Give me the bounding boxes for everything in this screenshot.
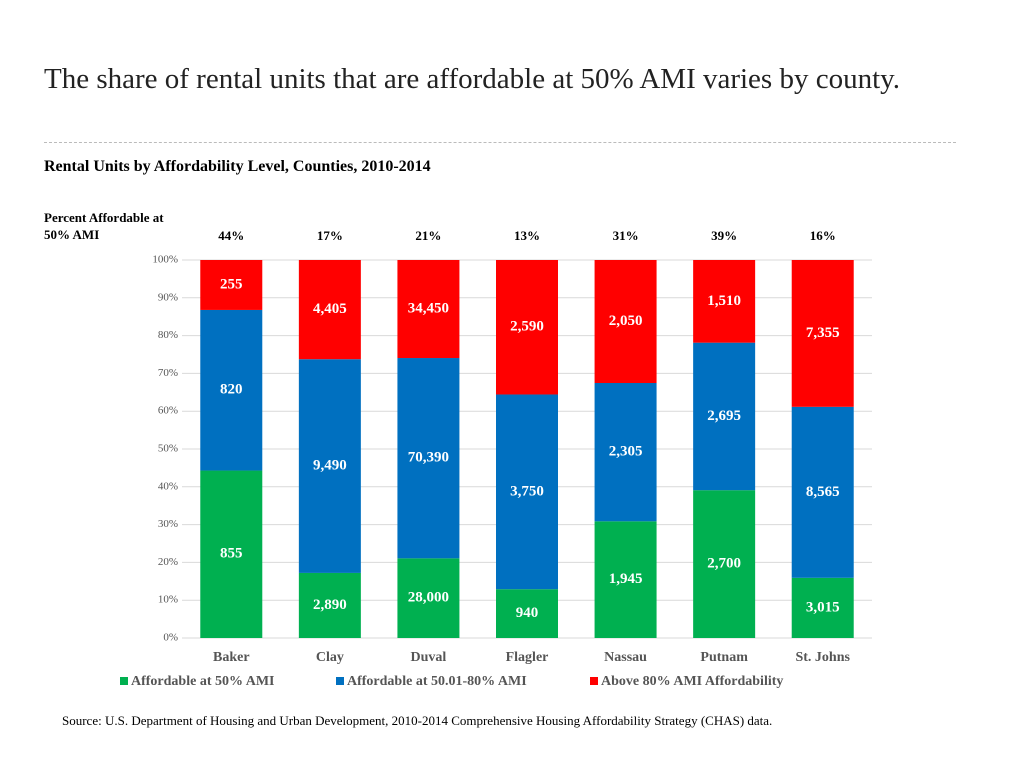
page-title: The share of rental units that are affor… (44, 63, 901, 95)
y-tick-label: 20% (158, 556, 178, 568)
bar-segment (791, 577, 854, 638)
data-label: 7,355 (806, 325, 840, 341)
data-label: 8,565 (806, 484, 840, 500)
bar-segment (397, 558, 460, 638)
y-tick-label: 50% (158, 443, 178, 455)
bar-segment (594, 521, 657, 638)
x-tick-label: St. Johns (795, 650, 850, 665)
legend-swatch (120, 677, 128, 685)
data-label: 820 (220, 382, 243, 398)
data-label: 2,695 (707, 408, 741, 424)
y-tick-label: 30% (158, 518, 178, 530)
legend-label: Affordable at 50.01-80% AMI (347, 674, 527, 689)
bar-segment (298, 260, 361, 360)
y-tick-label: 0% (163, 632, 178, 644)
y-tick-label: 10% (158, 594, 178, 606)
bar-segment (200, 470, 263, 638)
percent-label: 39% (711, 228, 737, 243)
percent-label: 16% (810, 228, 836, 243)
data-label: 4,405 (313, 301, 347, 317)
y-tick-label: 90% (158, 291, 178, 303)
data-label: 855 (220, 546, 243, 562)
bar-segment (594, 383, 657, 522)
data-label: 70,390 (408, 450, 449, 466)
y-tick-label: 70% (158, 367, 178, 379)
y-tick-label: 60% (158, 405, 178, 417)
chart: 0% 10% 20% 30% 40% 50% 60% 70% 80% 90% 100% 855 820 2… (120, 228, 872, 689)
bar-segment (200, 260, 263, 310)
bar-segment (791, 406, 854, 578)
bar-segment (397, 260, 460, 359)
data-label: 255 (220, 276, 243, 292)
data-label: 9,490 (313, 457, 347, 473)
legend-swatch (336, 677, 344, 685)
y-tick-label: 80% (158, 329, 178, 341)
data-label: 2,305 (609, 444, 643, 460)
bar-segment (496, 589, 558, 638)
percent-label: 44% (218, 228, 244, 243)
bar-segment (594, 260, 657, 383)
separator (44, 142, 956, 143)
legend-swatch (590, 677, 598, 685)
y-tick-label: 40% (158, 480, 178, 492)
bar-segment (298, 572, 361, 638)
data-label: 2,700 (707, 556, 741, 572)
legend-label: Affordable at 50% AMI (131, 674, 275, 689)
bar-segment (693, 490, 756, 638)
legend-label: Above 80% AMI Affordability (601, 674, 783, 689)
data-label: 34,450 (408, 300, 449, 316)
data-label: 2,590 (510, 319, 544, 335)
bar-segment (791, 260, 854, 407)
percent-label: 31% (613, 228, 639, 243)
percent-label: 21% (415, 228, 441, 243)
data-label: 940 (516, 605, 539, 621)
bar-segment (298, 359, 361, 573)
percent-title: Percent Affordable at 50% AMI (44, 210, 164, 242)
data-label: 1,510 (707, 293, 741, 309)
bar-segment (397, 358, 460, 559)
data-label: 1,945 (609, 571, 643, 587)
data-label: 2,890 (313, 597, 347, 613)
x-tick-label: Flagler (506, 650, 549, 665)
bar-segment (693, 342, 756, 491)
data-label: 3,750 (510, 483, 544, 499)
source-note: Source: U.S. Department of Housing and U… (62, 713, 773, 728)
x-tick-label: Nassau (604, 650, 647, 665)
data-label: 28,000 (408, 590, 449, 606)
bar-segment (496, 260, 558, 395)
percent-label: 17% (317, 228, 343, 243)
x-tick-label: Baker (213, 650, 250, 665)
y-tick-label: 100% (152, 254, 178, 266)
bar-segment (200, 309, 263, 471)
x-tick-label: Putnam (700, 650, 748, 665)
x-tick-label: Clay (316, 650, 344, 665)
bar-segment (496, 394, 558, 590)
data-label: 2,050 (609, 313, 643, 329)
percent-label: 13% (514, 228, 540, 243)
x-tick-label: Duval (411, 650, 447, 665)
data-label: 3,015 (806, 599, 840, 615)
bar-segment (693, 260, 756, 343)
chart-title: Rental Units by Affordability Level, Cou… (44, 158, 431, 175)
